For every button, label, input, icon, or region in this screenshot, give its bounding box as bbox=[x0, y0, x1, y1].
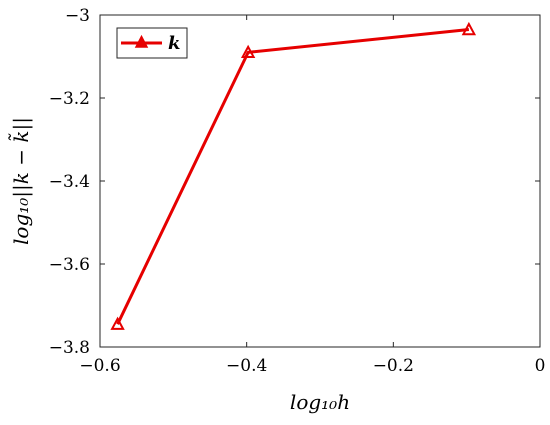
data-point-marker bbox=[461, 21, 477, 36]
legend-label: k bbox=[168, 33, 180, 54]
x-axis-label: log₁₀h bbox=[290, 390, 350, 414]
plot-area bbox=[99, 14, 541, 348]
series-line bbox=[116, 28, 470, 325]
x-tick-label: −0.2 bbox=[373, 356, 414, 376]
y-tick-label: −3.8 bbox=[49, 338, 90, 358]
data-point-marker bbox=[110, 316, 125, 330]
axis-ticks: −0.6 −0.4 −0.2 0 −3 −3.2 −3.4 −3.6 −3.8 bbox=[49, 6, 546, 376]
y-tick-label: −3 bbox=[65, 6, 90, 26]
y-axis-label: log₁₀||k − k̃|| bbox=[7, 117, 34, 245]
y-tick-label: −3.6 bbox=[49, 255, 90, 275]
x-tick-label: −0.4 bbox=[226, 356, 267, 376]
y-tick-label: −3.2 bbox=[49, 89, 90, 109]
data-point-marker bbox=[240, 44, 256, 59]
y-tick-label: −3.4 bbox=[49, 172, 90, 192]
legend: k bbox=[116, 27, 188, 59]
x-tick-label: 0 bbox=[535, 356, 546, 376]
legend-marker bbox=[134, 34, 149, 48]
series-layer bbox=[110, 21, 477, 330]
x-tick-label: −0.6 bbox=[79, 356, 120, 376]
